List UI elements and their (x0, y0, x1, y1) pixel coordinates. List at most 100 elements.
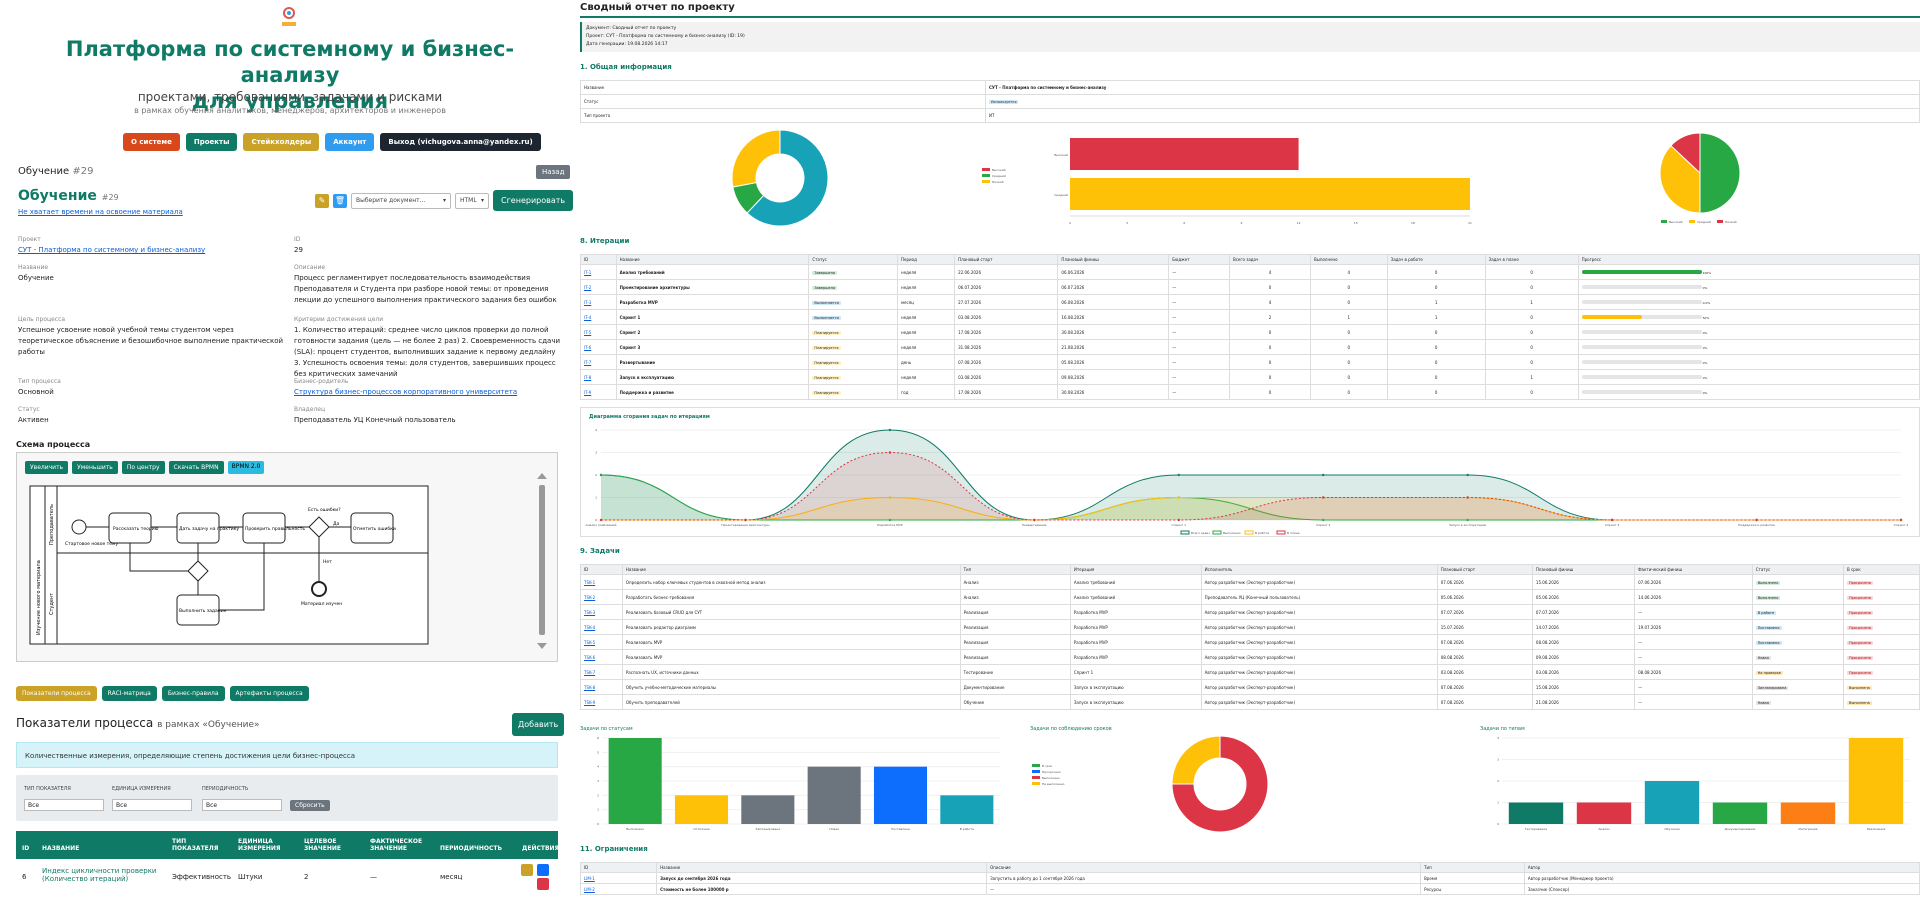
nav-stakeholders-button[interactable]: Стейкхолдеры (243, 133, 320, 151)
limit-link[interactable]: LIM-1 (584, 875, 595, 881)
filter-period-select[interactable]: Все (202, 799, 282, 811)
tab-indicators[interactable]: Показатели процесса (16, 686, 97, 701)
iteration-link[interactable]: IT-5 (584, 329, 592, 335)
iteration-link[interactable]: IT-2 (584, 284, 592, 290)
reset-filters-button[interactable]: Сбросить (290, 800, 330, 811)
task-link[interactable]: TSK-8 (584, 684, 596, 690)
edit-icon[interactable] (520, 863, 534, 877)
cell: Новая (1751, 694, 1845, 710)
tab-raci[interactable]: RACI-матрица (101, 686, 157, 701)
table-row[interactable]: IT-2 Проектирование архитектуры Завершена н… (580, 279, 1920, 295)
task-link[interactable]: TSK-6 (584, 654, 596, 660)
table-row[interactable]: TSK-1 Определить набор ключевых студентов… (580, 574, 1920, 590)
delete-icon[interactable]: 🗑 (333, 193, 347, 208)
problem-link[interactable]: Не хватает времени на освоение материала (18, 208, 183, 216)
download-bpmn-button[interactable]: Скачать BPMN (168, 461, 224, 474)
table-row[interactable]: TSK-7 Распознать UX, источники данных Тест… (580, 664, 1920, 680)
business-parent-link[interactable]: Структура бизнес-процессов корпоративног… (294, 388, 518, 396)
iteration-link[interactable]: IT-8 (584, 374, 592, 380)
iteration-link[interactable]: IT-3 (584, 299, 592, 305)
cell: В работе (1751, 604, 1845, 620)
iteration-link[interactable]: IT-1 (584, 269, 592, 275)
filter-type-select[interactable]: Все (24, 799, 104, 811)
project-link[interactable]: СУТ - Платформа по системному и бизнес-а… (18, 246, 206, 254)
document-select[interactable]: Выберите документ... ▾ (351, 192, 451, 209)
platform-subtitle: проектами, требованиями, задачами и риск… (137, 90, 443, 104)
add-indicator-button[interactable]: Добавить (512, 713, 565, 736)
cell: 0% (1577, 354, 1920, 370)
edit-icon[interactable]: ✎ (315, 193, 329, 208)
filter-label: ПЕРИОДИЧНОСТЬ (202, 786, 249, 792)
category-label: Новая (829, 827, 839, 831)
task-link[interactable]: TSK-4 (584, 624, 596, 630)
format-select[interactable]: HTML ▾ (455, 192, 489, 209)
task-link[interactable]: TSK-2 (584, 594, 596, 600)
table-row[interactable]: TSK-9 Обучить преподавателей Обучение Запус… (580, 694, 1920, 710)
table-row[interactable]: IT-6 Спринт 3 Планируется неделя 31.08.2026 2… (580, 339, 1920, 355)
task-link[interactable]: TSK-9 (584, 699, 596, 705)
table-row[interactable]: TSK-2 Разработать бизнес-требования Анализ… (580, 589, 1920, 605)
table-row[interactable]: IT-7 Развертывание Планируется день 07.08.20… (580, 354, 1920, 370)
nav-projects-button[interactable]: Проекты (185, 133, 238, 151)
task-link[interactable]: TSK-1 (584, 579, 596, 585)
nav-account-button[interactable]: Аккаунт (325, 133, 375, 151)
table-row[interactable]: TSK-8 Обучить учебно-методические материа… (580, 679, 1920, 695)
chevron-down-icon[interactable] (537, 643, 547, 649)
chevron-up-icon[interactable] (537, 473, 547, 479)
zoom-out-button[interactable]: Уменьшить (72, 461, 118, 474)
table-row[interactable]: LIM-1 Запуск до сентября 2026 года Запусти… (579, 872, 1920, 884)
filter-unit-select[interactable]: Все (112, 799, 192, 811)
meta-line: Документ: Сводный отчет по проекту (586, 26, 677, 31)
cell: неделя (897, 279, 956, 295)
tick-label: 4 (597, 765, 599, 769)
table-row[interactable]: IT-8 Запуск в эксплуатацию Планируется неде… (580, 369, 1920, 385)
cell-name[interactable]: Индекс цикличности проверки (Количество … (42, 867, 157, 883)
cell: 07.08.2026 (1436, 694, 1533, 710)
task-node[interactable] (350, 512, 394, 544)
center-button[interactable]: По центру (121, 461, 165, 474)
cell: Поставлена (1751, 619, 1845, 635)
nav-about-button[interactable]: О системе (123, 133, 180, 151)
tab-artifacts[interactable]: Артефакты процесса (229, 686, 309, 701)
table-row[interactable]: TSK-6 Реализовать MVP Реализация Разработка… (580, 649, 1920, 665)
task-link[interactable]: TSK-5 (584, 639, 596, 645)
cell: Автор разработчик (Эксперт-разработчик) (1200, 664, 1438, 680)
general-info-table: Название СУТ - Платформа по системному и … (580, 80, 1920, 123)
table-row[interactable]: 6 Индекс цикличности проверки (Количеств… (16, 859, 558, 897)
bar (674, 795, 729, 824)
field-label: Владелец (294, 406, 326, 413)
category-label: Интеграция (1799, 827, 1818, 831)
close-icon[interactable] (536, 877, 550, 891)
bar (1780, 802, 1836, 824)
cell: Запуск в эксплуатацию (1069, 694, 1202, 710)
iteration-link[interactable]: IT-6 (584, 344, 592, 350)
table-row[interactable]: IT-1 Анализ требований Завершена неделя 22.0… (580, 264, 1920, 280)
field-label: Цель процесса (18, 316, 66, 323)
table-row[interactable]: TSK-3 Реализовать базовый CRUD для СУТ Реа… (580, 604, 1920, 620)
data-point (888, 428, 892, 432)
task-link[interactable]: TSK-7 (584, 669, 596, 675)
back-button[interactable]: Назад (536, 165, 571, 179)
iteration-link[interactable]: IT-4 (584, 314, 592, 320)
generate-button[interactable]: Сгенерировать (493, 190, 574, 211)
info-icon[interactable] (536, 863, 550, 877)
iteration-link[interactable]: IT-9 (584, 389, 592, 395)
bpmn-viewer[interactable]: Увеличить Уменьшить По центру Скачать BP… (16, 452, 558, 662)
cell: Анализ требований (615, 264, 810, 280)
table-row[interactable]: IT-4 Спринт 1 Выполняется неделя 03.08.2026 1… (580, 309, 1920, 325)
table-row[interactable]: LIM-2 Стоимость не более 100000 р — Ресурсы… (579, 883, 1920, 895)
nav-logout-button[interactable]: Выход (vichugova.anna@yandex.ru) (380, 133, 541, 151)
diagram-scrollbar[interactable] (537, 471, 547, 651)
limit-link[interactable]: LIM-2 (584, 886, 595, 892)
table-row[interactable]: IT-5 Спринт 2 Планируется неделя 17.08.2026 3… (580, 324, 1920, 340)
tab-business-rules[interactable]: Бизнес-правила (161, 686, 225, 701)
table-row[interactable]: IT-9 Поддержка и развитие Планируется год 17… (580, 384, 1920, 400)
table-row[interactable]: TSK-5 Реализовать MVP Реализация Разработка… (580, 634, 1920, 650)
tick-label: 3 (595, 451, 597, 455)
task-link[interactable]: TSK-3 (584, 609, 596, 615)
table-row[interactable]: IT-3 Разработка MVP Выполняется месяц 27.07.… (580, 294, 1920, 310)
chart-title: Задачи по статусам (580, 726, 633, 732)
zoom-in-button[interactable]: Увеличить (25, 461, 69, 474)
iteration-link[interactable]: IT-7 (584, 359, 592, 365)
table-row[interactable]: TSK-4 Реализовать редактор диаграмм Реализ… (580, 619, 1920, 635)
